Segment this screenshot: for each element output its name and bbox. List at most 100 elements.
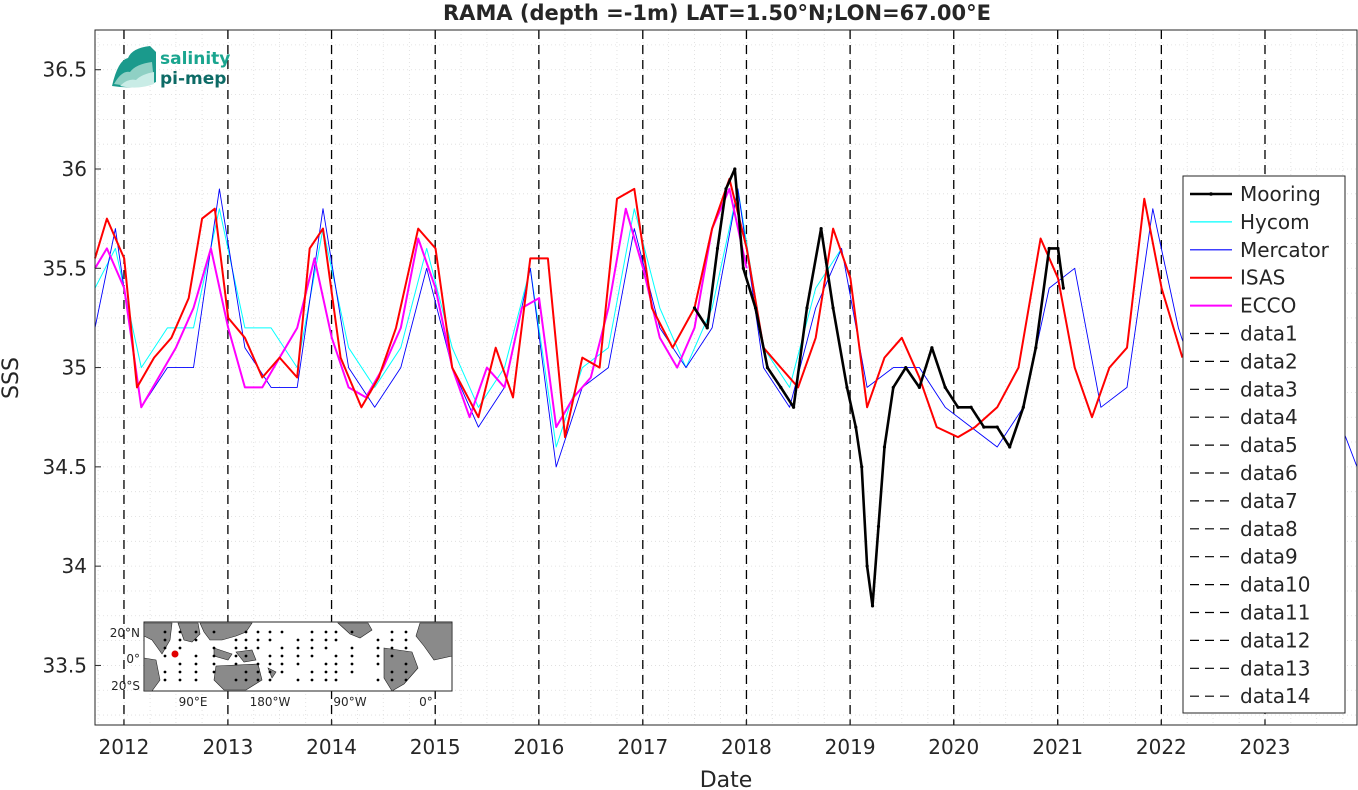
inset-map-dot [324, 678, 328, 682]
inset-map-dot [350, 654, 354, 658]
inset-map-dot [244, 654, 248, 658]
data-series [94, 167, 1358, 608]
legend-label: Mercator [1240, 238, 1330, 262]
inset-map-dot [404, 630, 408, 634]
mooring-point [1056, 246, 1060, 251]
mooring-point [741, 266, 745, 270]
inset-map-dot [256, 638, 260, 642]
plot-frame [94, 29, 1358, 726]
inset-map-dot [296, 638, 300, 642]
inset-map-dot [244, 638, 248, 642]
chart-title: RAMA (depth =-1m) LAT=1.50°N;LON=67.00°E [443, 1, 991, 25]
logo-waves-icon [112, 46, 156, 88]
series-line-hycom [94, 188, 843, 448]
mooring-point [692, 306, 697, 310]
inset-map-dot [268, 678, 272, 682]
inset-map-dot [324, 670, 328, 674]
legend-label: data2 [1240, 349, 1298, 373]
inset-map-dot [234, 654, 238, 658]
inset-map-dot [324, 638, 328, 642]
inset-map-dot [194, 638, 198, 642]
inset-map-dot [334, 638, 338, 642]
inset-map-dot [390, 638, 394, 642]
inset-map-dot [212, 654, 216, 658]
mooring-point [819, 226, 823, 231]
mooring-point [1034, 346, 1038, 350]
inset-lat-label-20s: 20°S [111, 679, 140, 693]
inset-lat-label-20n: 20°N [110, 626, 140, 640]
mooring-point [845, 385, 849, 390]
inset-map-dot [404, 646, 408, 650]
inset-map-dot [256, 630, 260, 634]
inset-map-dot [280, 654, 284, 658]
year-boundary-lines [123, 30, 1266, 725]
series-line-mercator [94, 188, 1358, 468]
inset-map-dot [350, 630, 354, 634]
inset-map-dot [268, 638, 272, 642]
mooring-point [854, 425, 858, 429]
inset-map-dot [296, 678, 300, 682]
x-tick-label: 2017 [617, 735, 668, 759]
logo-line1: salinity [160, 49, 230, 69]
inset-map-dot [163, 654, 167, 658]
inset-map-dot [234, 678, 238, 682]
salinity-pi-mep-logo: salinity pi-mep [112, 46, 230, 89]
legend-label: data11 [1240, 601, 1311, 625]
x-tick-label: 2020 [928, 735, 979, 759]
mooring-point [943, 385, 947, 390]
inset-map-dot [244, 670, 248, 674]
inset-map-dot [268, 654, 272, 658]
plot-area [95, 30, 1357, 725]
legend: Mooring Hycom Mercator ISAS ECCO data1 data2 da… [1182, 175, 1346, 714]
inset-map-dot [334, 654, 338, 658]
inset-map-dot [310, 630, 314, 634]
mooring-point [865, 564, 869, 568]
mooring-point [724, 187, 728, 191]
mooring-point [831, 306, 835, 310]
inset-map-dot [256, 646, 260, 650]
mooring-point [765, 365, 770, 370]
mooring-point [1008, 445, 1012, 449]
inset-map-dot [234, 662, 238, 666]
inset-map-dot [390, 678, 394, 682]
mooring-point [860, 465, 864, 469]
legend-label: data7 [1240, 489, 1298, 513]
inset-map-dot [268, 662, 272, 666]
inset-map-dot [376, 662, 380, 666]
inset-map-site-marker [171, 650, 179, 658]
inset-map-dot [324, 630, 328, 634]
inset-map-dot [404, 678, 408, 682]
inset-map-dot [194, 662, 198, 666]
x-axis-label: Date [700, 768, 753, 790]
legend-label: data4 [1240, 405, 1298, 429]
mooring-point [891, 385, 895, 390]
logo-line2: pi-mep [160, 69, 226, 89]
inset-map-dot [244, 678, 248, 682]
legend-label: data14 [1240, 684, 1311, 708]
inset-map-dot [212, 646, 216, 650]
legend-label: data3 [1240, 377, 1298, 401]
inset-map-dot [178, 662, 182, 666]
legend-label: Mooring [1240, 182, 1321, 206]
inset-map-dot [280, 646, 284, 650]
legend-label: data12 [1240, 628, 1311, 652]
x-axis-ticks: 2012 2013 2014 2015 2016 2017 2018 2019 2020 2021… [99, 719, 1290, 759]
inset-map-dot [280, 670, 284, 674]
x-tick-label: 2019 [825, 735, 876, 759]
inset-map-dot [178, 646, 182, 650]
x-tick-label: 2022 [1136, 735, 1187, 759]
inset-map-dot [404, 638, 408, 642]
mooring-point [882, 445, 887, 449]
inset-map-dot [268, 630, 272, 634]
inset-map-dot [178, 630, 182, 634]
mooring-point [917, 385, 921, 390]
inset-map-dot [178, 670, 182, 674]
inset-map-dot [194, 630, 198, 634]
inset-map-dot [256, 670, 260, 674]
inset-map-dot [404, 670, 408, 674]
inset-lon-label-180w: 180°W [250, 695, 291, 709]
mooring-point [791, 405, 796, 409]
inset-map-dot [163, 646, 167, 650]
inset-map-dot [310, 678, 314, 682]
inset-map-dot [178, 678, 182, 682]
